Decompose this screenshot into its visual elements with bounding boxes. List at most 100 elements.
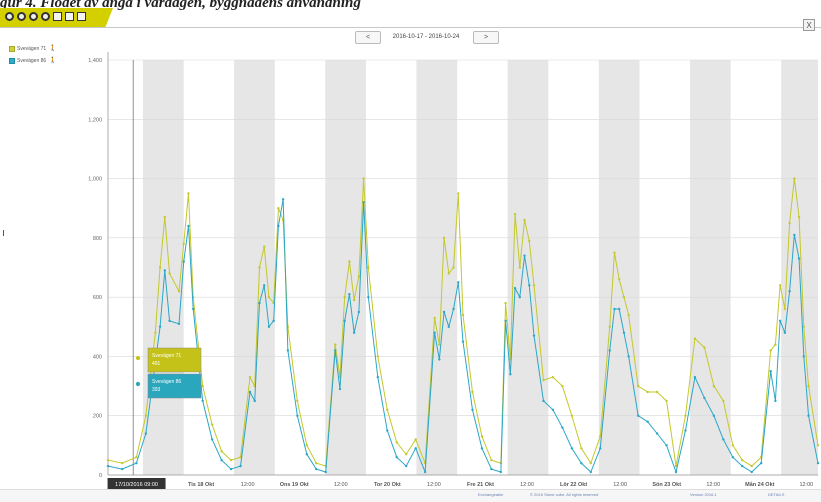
data-point xyxy=(793,234,795,236)
data-point xyxy=(623,296,625,298)
data-point xyxy=(145,415,147,417)
footer-link[interactable]: Version 2016.1 xyxy=(690,492,717,497)
data-point xyxy=(296,400,298,402)
data-point xyxy=(798,216,800,218)
data-point xyxy=(377,355,379,357)
data-point xyxy=(452,308,454,310)
data-point xyxy=(694,337,696,339)
data-point xyxy=(315,468,317,470)
y-tick-label: 600 xyxy=(93,295,102,301)
data-point xyxy=(523,254,525,256)
data-point xyxy=(741,465,743,467)
night-band xyxy=(599,60,640,475)
data-point xyxy=(590,462,592,464)
data-point xyxy=(561,426,563,428)
data-point xyxy=(230,459,232,461)
data-point xyxy=(722,438,724,440)
data-point xyxy=(448,272,450,274)
data-point xyxy=(211,438,213,440)
line-chart: 1,400 1,200 1,000 800 600 400 200 0 17/10/2016 0… xyxy=(0,0,821,489)
footer-bar: Exchangeable © 2016 Stone cube. All right… xyxy=(0,489,821,502)
data-point xyxy=(107,459,109,461)
data-point xyxy=(277,207,279,209)
y-tick-label: 1,000 xyxy=(88,177,102,183)
data-point xyxy=(230,468,232,470)
data-point xyxy=(135,456,137,458)
data-point xyxy=(471,391,473,393)
data-point xyxy=(613,251,615,253)
data-point xyxy=(443,311,445,313)
data-point xyxy=(268,296,270,298)
data-point xyxy=(187,192,189,194)
data-point xyxy=(433,332,435,334)
data-point xyxy=(334,343,336,345)
data-point xyxy=(798,257,800,259)
data-point xyxy=(362,177,364,179)
data-point xyxy=(599,447,601,449)
data-point xyxy=(803,355,805,357)
data-point xyxy=(788,290,790,292)
x-tick-label: 12:00 xyxy=(241,482,255,488)
data-point xyxy=(751,465,753,467)
data-point xyxy=(220,459,222,461)
data-point xyxy=(769,370,771,372)
data-point xyxy=(438,343,440,345)
data-point xyxy=(509,373,511,375)
data-point xyxy=(471,409,473,411)
data-point xyxy=(164,269,166,271)
data-point xyxy=(277,225,279,227)
data-point xyxy=(315,462,317,464)
tooltip-series-name: Svevägen 71 xyxy=(152,353,181,359)
data-point xyxy=(500,471,502,473)
data-point xyxy=(414,438,416,440)
data-point xyxy=(528,240,530,242)
data-point xyxy=(519,266,521,268)
tooltip-value: 491 xyxy=(152,361,161,367)
data-point xyxy=(609,349,611,351)
data-point xyxy=(159,266,161,268)
data-point xyxy=(774,400,776,402)
footer-link[interactable]: © 2016 Stone cube. All rights reserved xyxy=(530,492,598,497)
data-point xyxy=(424,471,426,473)
data-point xyxy=(703,397,705,399)
x-tick-label: Tor 20 Okt xyxy=(374,482,401,488)
data-point xyxy=(665,444,667,446)
data-point xyxy=(732,444,734,446)
data-point xyxy=(514,287,516,289)
data-point xyxy=(533,284,535,286)
data-point xyxy=(220,450,222,452)
data-point xyxy=(490,459,492,461)
data-point xyxy=(646,391,648,393)
data-point xyxy=(528,284,530,286)
data-point xyxy=(462,314,464,316)
data-point xyxy=(159,326,161,328)
data-point xyxy=(760,462,762,464)
tooltip-value: 393 xyxy=(152,387,161,393)
data-point xyxy=(187,225,189,227)
data-point xyxy=(168,320,170,322)
data-point xyxy=(201,400,203,402)
data-point xyxy=(343,296,345,298)
data-point xyxy=(183,243,185,245)
footer-link[interactable]: DETAILS xyxy=(768,492,784,497)
footer-link[interactable]: Exchangeable xyxy=(478,492,503,497)
data-point xyxy=(405,453,407,455)
x-tick-label: 12:00 xyxy=(427,482,441,488)
data-point xyxy=(154,332,156,334)
data-point xyxy=(121,468,123,470)
crosshair-time-label: 17/10/2016 09:00 xyxy=(115,482,158,488)
x-tick-label: Lör 22 Okt xyxy=(560,482,587,488)
data-point xyxy=(519,296,521,298)
data-point xyxy=(571,415,573,417)
data-point xyxy=(358,311,360,313)
data-point xyxy=(367,266,369,268)
data-point xyxy=(694,376,696,378)
x-tick-label: Fre 21 Okt xyxy=(467,482,494,488)
data-point xyxy=(362,201,364,203)
data-point xyxy=(272,320,274,322)
data-point xyxy=(414,447,416,449)
data-point xyxy=(249,391,251,393)
data-point xyxy=(618,278,620,280)
data-point xyxy=(405,465,407,467)
x-tick-label: Tis 18 Okt xyxy=(188,482,214,488)
